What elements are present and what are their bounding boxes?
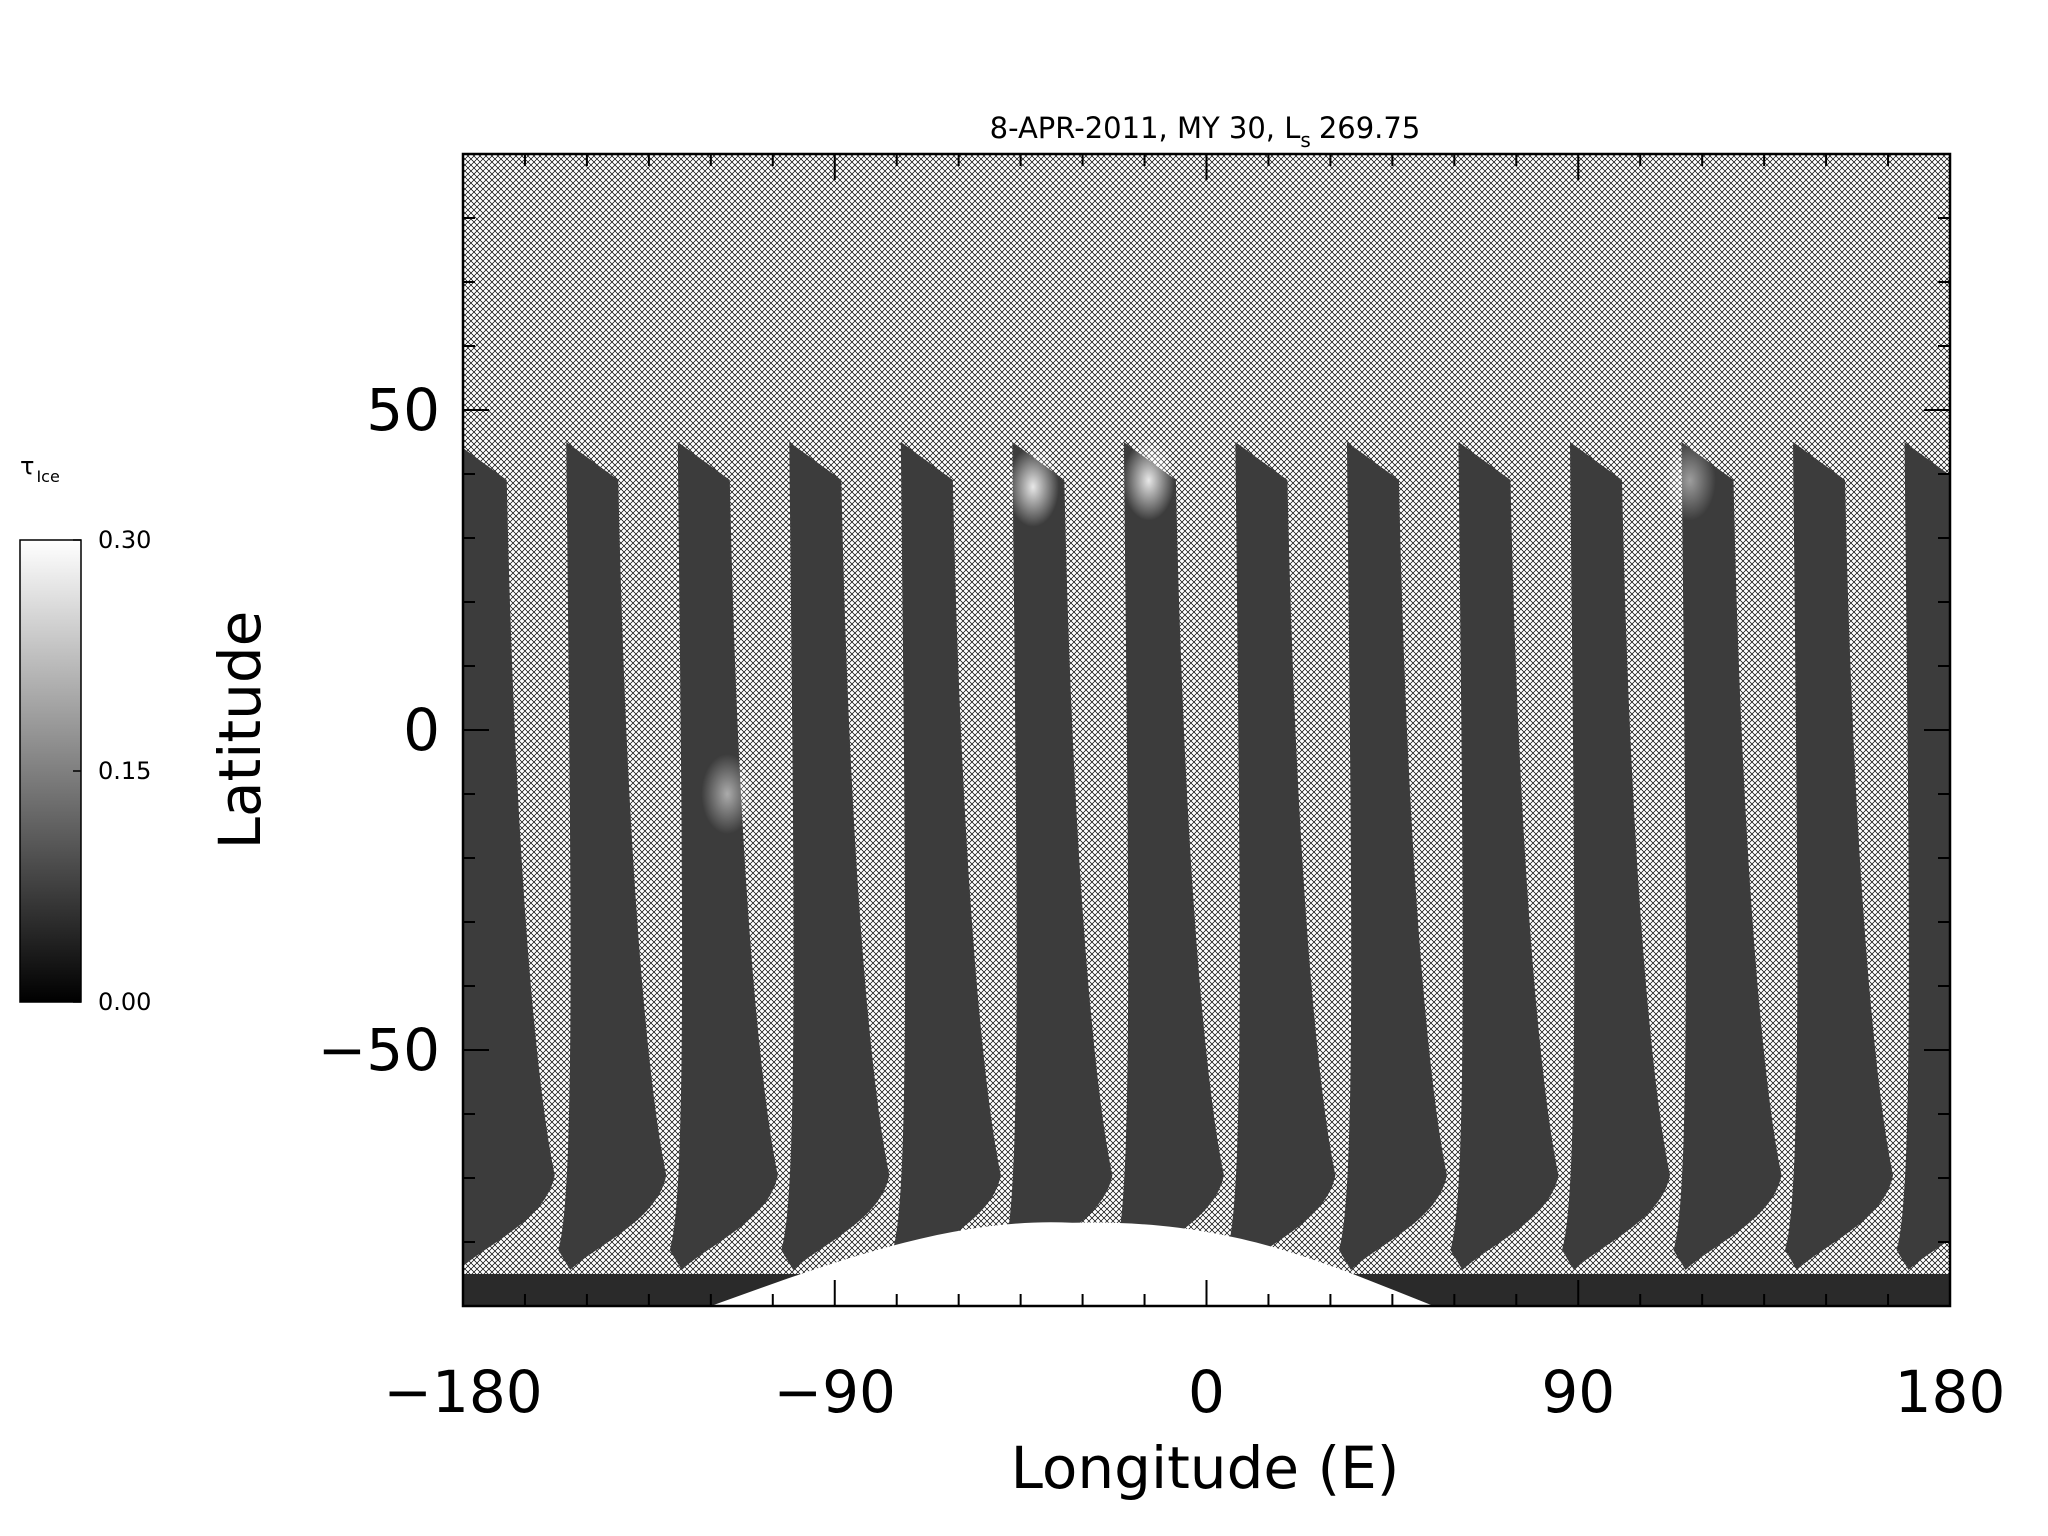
bright-spot: [1122, 440, 1175, 521]
orbit-swath: [1227, 442, 1336, 1270]
bright-spot: [1663, 440, 1716, 521]
x-tick-label: −180: [383, 1358, 542, 1426]
orbit-swath: [1115, 442, 1224, 1270]
x-tick-label: 180: [1895, 1358, 2006, 1426]
colorbar-tick-label: 0.15: [98, 757, 151, 785]
colorbar-tick-label: 0.00: [98, 988, 151, 1016]
y-tick-label: −50: [318, 1016, 440, 1084]
y-tick-label: 0: [403, 696, 440, 764]
orbit-swath: [781, 442, 890, 1270]
orbit-swath: [558, 442, 667, 1270]
colorbar-gradient: [19, 539, 82, 1003]
orbit-swath: [892, 442, 1001, 1270]
polar-cap-bright: [710, 1222, 1434, 1306]
orbit-swath: [1561, 442, 1670, 1270]
orbit-swath: [463, 448, 555, 1267]
orbit-swath: [669, 442, 778, 1270]
orbit-swath: [1450, 442, 1559, 1270]
x-tick-label: 0: [1188, 1358, 1225, 1426]
y-tick-label: 50: [366, 376, 440, 444]
colorbar: τ Ice 0.30 0.15 0.00: [19, 452, 151, 1016]
x-tick-label: 90: [1541, 1358, 1615, 1426]
colorbar-label: τ Ice: [20, 452, 60, 486]
orbit-swath: [1785, 442, 1894, 1270]
orbit-swath: [1004, 442, 1113, 1270]
orbit-swath: [1338, 442, 1447, 1270]
chart-title: 8-APR-2011, MY 30, Ls 269.75: [990, 111, 1421, 152]
x-tick-label: −90: [774, 1358, 896, 1426]
map-plot-area: [463, 154, 1950, 1306]
orbit-swath: [1673, 442, 1782, 1270]
y-axis-label: Latitude: [206, 611, 274, 850]
bright-spot: [701, 754, 754, 834]
orbit-swath: [1896, 442, 1950, 1270]
x-axis-label: Longitude (E): [1011, 1434, 1400, 1502]
colorbar-tick-label: 0.30: [98, 526, 151, 554]
bright-spot: [1007, 446, 1060, 527]
